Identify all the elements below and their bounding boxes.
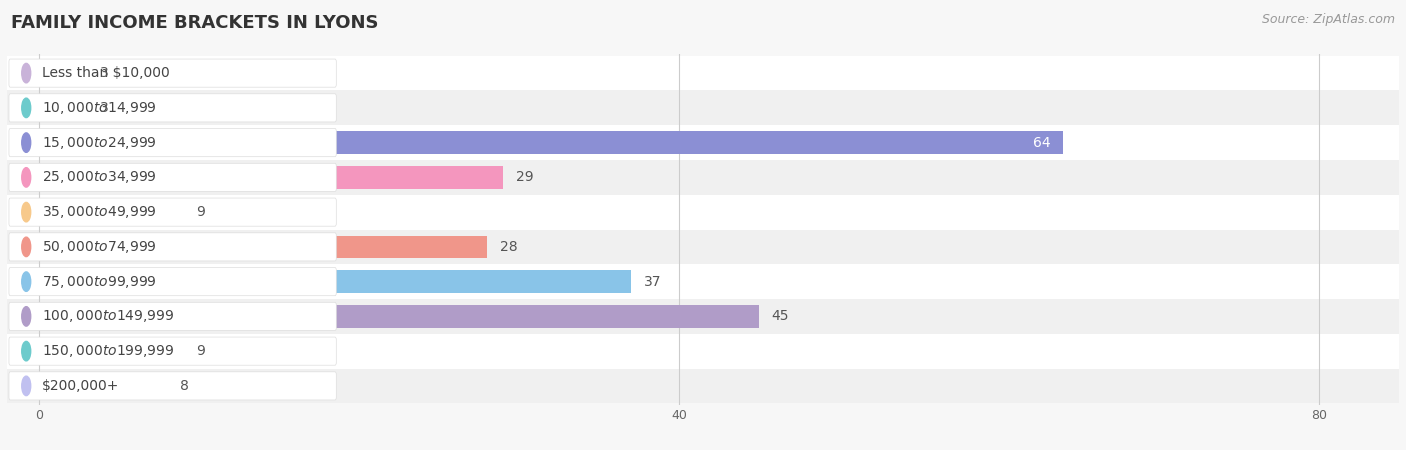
Bar	[7, 334, 1399, 369]
Circle shape	[21, 63, 31, 83]
FancyBboxPatch shape	[8, 372, 336, 400]
Text: 37: 37	[644, 274, 661, 288]
Text: 9: 9	[195, 344, 205, 358]
Text: $200,000+: $200,000+	[42, 379, 120, 393]
Circle shape	[21, 98, 31, 117]
Circle shape	[21, 168, 31, 187]
Bar	[7, 160, 1399, 195]
FancyBboxPatch shape	[8, 198, 336, 226]
Bar	[7, 369, 1399, 403]
FancyBboxPatch shape	[8, 302, 336, 330]
Bar	[39, 201, 183, 223]
Circle shape	[21, 272, 31, 291]
Bar	[39, 305, 759, 328]
Bar	[39, 236, 486, 258]
Text: Less than $10,000: Less than $10,000	[42, 66, 170, 80]
Text: $100,000 to $149,999: $100,000 to $149,999	[42, 308, 174, 324]
Bar	[7, 125, 1399, 160]
Bar	[39, 62, 87, 85]
Text: 29: 29	[516, 171, 533, 184]
Bar	[7, 195, 1399, 230]
Text: 45: 45	[772, 310, 789, 324]
Circle shape	[21, 237, 31, 256]
Circle shape	[21, 342, 31, 361]
Bar	[7, 56, 1399, 90]
Bar	[39, 374, 167, 397]
Bar	[7, 299, 1399, 334]
FancyBboxPatch shape	[8, 337, 336, 365]
Circle shape	[21, 202, 31, 222]
FancyBboxPatch shape	[8, 129, 336, 157]
Text: $150,000 to $199,999: $150,000 to $199,999	[42, 343, 174, 359]
Text: 8: 8	[180, 379, 188, 393]
Text: $75,000 to $99,999: $75,000 to $99,999	[42, 274, 157, 290]
FancyBboxPatch shape	[8, 163, 336, 191]
Circle shape	[21, 306, 31, 326]
FancyBboxPatch shape	[8, 268, 336, 296]
Circle shape	[21, 133, 31, 153]
Text: 9: 9	[195, 205, 205, 219]
Text: FAMILY INCOME BRACKETS IN LYONS: FAMILY INCOME BRACKETS IN LYONS	[11, 14, 378, 32]
Text: $15,000 to $24,999: $15,000 to $24,999	[42, 135, 157, 151]
Bar	[7, 230, 1399, 264]
Text: Source: ZipAtlas.com: Source: ZipAtlas.com	[1261, 14, 1395, 27]
Circle shape	[21, 376, 31, 396]
Text: $35,000 to $49,999: $35,000 to $49,999	[42, 204, 157, 220]
Text: $10,000 to $14,999: $10,000 to $14,999	[42, 100, 157, 116]
Text: 28: 28	[499, 240, 517, 254]
Text: 3: 3	[100, 66, 108, 80]
Text: $50,000 to $74,999: $50,000 to $74,999	[42, 239, 157, 255]
Bar	[39, 166, 503, 189]
Bar	[7, 264, 1399, 299]
Bar	[39, 340, 183, 362]
Text: $25,000 to $34,999: $25,000 to $34,999	[42, 169, 157, 185]
Text: 3: 3	[100, 101, 108, 115]
FancyBboxPatch shape	[8, 94, 336, 122]
Bar	[39, 131, 1063, 154]
Text: 64: 64	[1032, 135, 1050, 149]
FancyBboxPatch shape	[8, 59, 336, 87]
FancyBboxPatch shape	[8, 233, 336, 261]
Bar	[7, 90, 1399, 125]
Bar	[39, 270, 631, 293]
Bar	[39, 97, 87, 119]
